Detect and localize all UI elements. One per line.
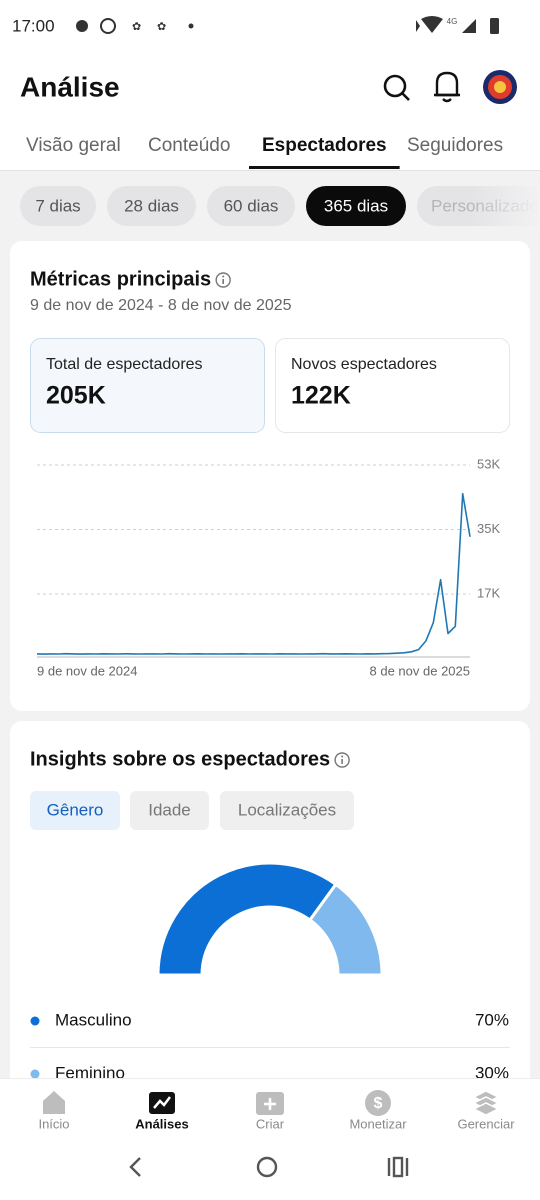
card-title: Insights sobre os espectadores [30, 748, 330, 770]
legend-dot [30, 1016, 40, 1026]
donut-segment [156, 861, 338, 977]
x-tick-label: 8 de nov de 2025 [370, 663, 470, 678]
metric-value: 122K [291, 382, 351, 410]
insight-tab[interactable] [30, 791, 120, 830]
nav-label: Gerenciar [457, 1116, 515, 1131]
svg-text:✿: ✿ [132, 21, 141, 33]
metric-value: 205K [46, 382, 106, 410]
x-tick-label: 9 de nov de 2024 [37, 663, 137, 678]
notifications-button[interactable] [434, 71, 460, 103]
info-icon[interactable] [334, 752, 350, 768]
chip-label: 365 dias [324, 196, 388, 215]
info-circle [215, 272, 231, 288]
nav-label: Monetizar [349, 1116, 407, 1131]
tab[interactable]: Conteúdo [148, 135, 230, 156]
insight-tabs: Gênero Idade Localizações [30, 791, 354, 830]
status-network: 4G [447, 17, 458, 26]
svg-text:✿: ✿ [157, 21, 166, 33]
content: Métricas principais 9 de nov de 2024 - 8… [10, 241, 530, 1082]
donut-segment [307, 882, 384, 977]
chip[interactable] [107, 186, 196, 226]
metric-box-selected[interactable] [30, 338, 265, 433]
insight-tab-label: Idade [148, 800, 191, 819]
card-title: Métricas principais [30, 268, 211, 290]
status-time: 17:00 [12, 16, 55, 35]
icon-manage [472, 1102, 500, 1116]
tabs: Visão geral Conteúdo Espectadores Seguidore… [26, 135, 503, 169]
insight-tab[interactable] [220, 791, 354, 830]
metric-label: Total de espectadores [46, 356, 203, 373]
nav-item[interactable]: $ Monetizar [349, 1090, 407, 1131]
nav-item[interactable]: Criar [256, 1092, 285, 1131]
status-icons: ✿ ✿ [76, 16, 499, 34]
home-button[interactable] [256, 1156, 278, 1178]
chip[interactable] [306, 186, 406, 226]
legend-label: Feminino [55, 1063, 125, 1082]
back-button[interactable] [129, 1157, 141, 1177]
info-icon[interactable] [215, 272, 231, 288]
chip-label: 28 dias [124, 196, 179, 215]
chip[interactable] [207, 186, 295, 226]
page-title: Análise [20, 71, 120, 102]
chip-label: 60 dias [224, 196, 279, 215]
avatar[interactable] [483, 70, 517, 104]
donut-chart: Masculino 70% Feminino 30% [30, 861, 510, 1082]
line-series [36, 492, 471, 655]
y-tick-label: 35K [477, 521, 500, 536]
icon-monetize [365, 1090, 391, 1116]
chip-fade [470, 182, 540, 230]
recents-button[interactable] [387, 1156, 409, 1178]
nav-label: Análises [135, 1116, 188, 1131]
tab[interactable]: Espectadores [262, 135, 387, 156]
tab[interactable]: Visão geral [26, 135, 121, 156]
header-background [0, 0, 540, 171]
icon-analytics-line [153, 1096, 171, 1109]
chip-label: 7 dias [35, 196, 80, 215]
system-nav [129, 1156, 409, 1178]
search-button[interactable] [383, 74, 410, 101]
nav-label: Criar [256, 1116, 285, 1131]
insight-tab[interactable] [130, 791, 209, 830]
info-circle [334, 752, 350, 768]
metric-box[interactable] [275, 338, 510, 433]
nav-item[interactable]: Análises [135, 1092, 189, 1131]
icon-create-plus [264, 1098, 276, 1110]
icon-monetize-sign: $ [374, 1095, 383, 1112]
tab-indicator [249, 166, 400, 169]
legend-value: 30% [475, 1063, 509, 1082]
y-tick-label: 53K [477, 456, 500, 471]
date-range: 9 de nov de 2024 - 8 de nov de 2025 [30, 297, 292, 314]
nav-item[interactable]: Início [38, 1091, 70, 1131]
info-dot [222, 275, 225, 278]
icon-home [43, 1091, 65, 1114]
info-dot [341, 755, 344, 758]
line-chart: 17K 35K 53K 9 de nov de 2024 8 de nov de 202… [36, 456, 500, 678]
bottom-nav: Início Análises Criar $ Monetizar Gerenciar [38, 1090, 515, 1131]
chip[interactable] [20, 186, 96, 226]
y-tick-label: 17K [477, 585, 500, 600]
nav-item[interactable]: Gerenciar [457, 1090, 515, 1131]
insight-tab-label: Localizações [238, 800, 336, 819]
nav-label: Início [38, 1116, 69, 1131]
insight-tab-label: Gênero [47, 800, 104, 819]
legend-label: Masculino [55, 1010, 132, 1029]
tab[interactable]: Seguidores [407, 135, 503, 156]
metric-label: Novos espectadores [291, 356, 437, 373]
legend-dot [30, 1069, 40, 1078]
legend-value: 70% [475, 1010, 509, 1029]
